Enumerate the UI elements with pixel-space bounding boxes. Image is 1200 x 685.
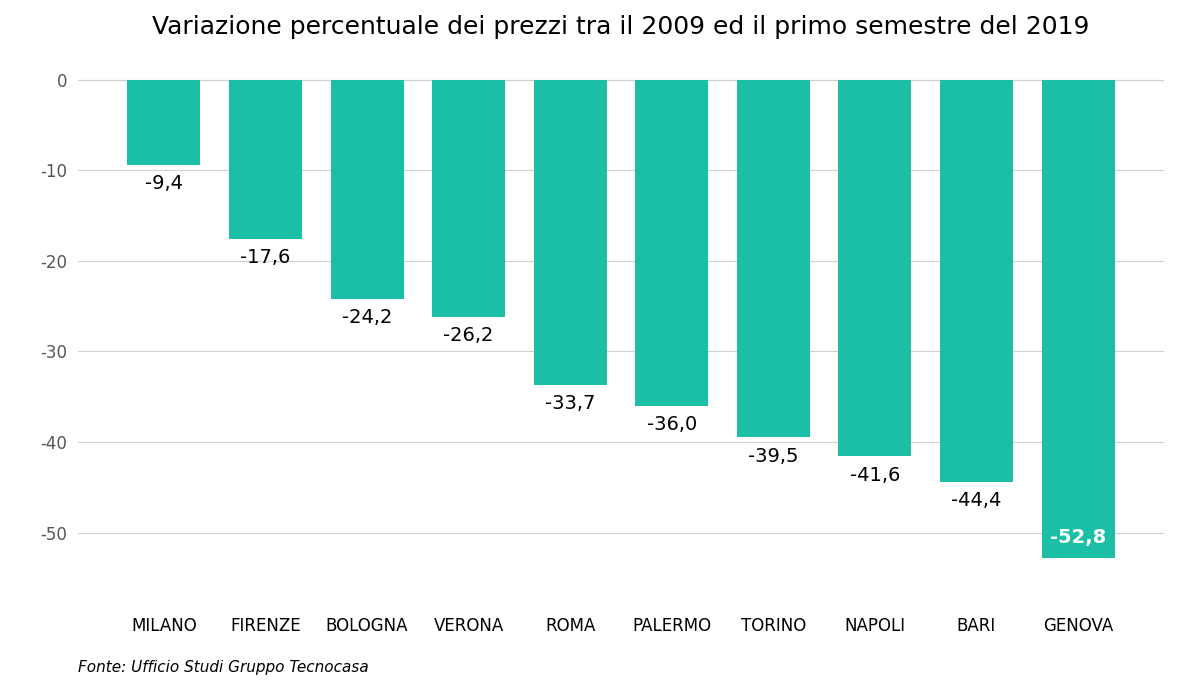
Text: -52,8: -52,8 (1050, 528, 1106, 547)
Bar (127, 79, 200, 165)
Bar (839, 79, 912, 456)
Bar (229, 79, 302, 239)
Text: -44,4: -44,4 (952, 491, 1002, 510)
Text: -39,5: -39,5 (748, 447, 799, 466)
Title: Variazione percentuale dei prezzi tra il 2009 ed il primo semestre del 2019: Variazione percentuale dei prezzi tra il… (152, 15, 1090, 39)
Bar (635, 79, 708, 406)
Bar (432, 79, 505, 317)
Text: -26,2: -26,2 (444, 326, 494, 345)
Text: -24,2: -24,2 (342, 308, 392, 327)
Bar (1042, 79, 1115, 558)
Text: -17,6: -17,6 (240, 248, 290, 267)
Text: -36,0: -36,0 (647, 415, 697, 434)
Bar (534, 79, 607, 385)
Bar (330, 79, 403, 299)
Text: -33,7: -33,7 (545, 394, 595, 413)
Text: -41,6: -41,6 (850, 466, 900, 484)
Text: -9,4: -9,4 (145, 174, 182, 193)
Bar (940, 79, 1013, 482)
Bar (737, 79, 810, 438)
Text: Fonte: Ufficio Studi Gruppo Tecnocasa: Fonte: Ufficio Studi Gruppo Tecnocasa (78, 660, 368, 675)
